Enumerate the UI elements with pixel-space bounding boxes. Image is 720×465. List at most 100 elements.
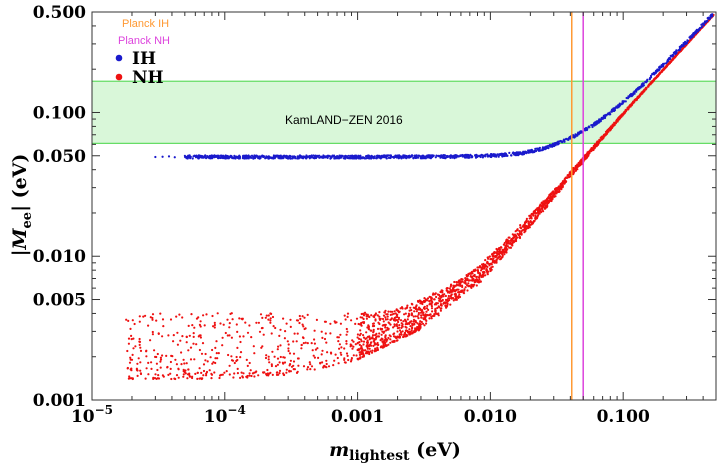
nh-point xyxy=(274,326,277,330)
nh-point xyxy=(452,299,455,302)
ih-point xyxy=(234,156,237,159)
ih-point xyxy=(298,155,301,158)
ih-point xyxy=(252,157,255,160)
ih-point xyxy=(649,74,653,77)
nh-point xyxy=(362,334,365,337)
nh-point xyxy=(496,257,499,260)
nh-point xyxy=(430,307,434,310)
nh-point xyxy=(350,319,353,322)
nh-point xyxy=(559,183,562,186)
ih-point xyxy=(274,155,277,158)
nh-point xyxy=(199,320,202,323)
nh-point xyxy=(125,318,128,321)
nh-point xyxy=(223,371,226,374)
nh-point xyxy=(214,346,217,349)
nh-point xyxy=(302,336,305,340)
nh-point xyxy=(525,221,528,224)
nh-point xyxy=(468,284,471,288)
nh-point xyxy=(386,313,389,316)
nh-point xyxy=(187,324,190,327)
nh-point xyxy=(195,317,199,320)
nh-point xyxy=(176,343,179,346)
ih-point xyxy=(593,122,596,125)
ih-point xyxy=(261,154,264,157)
ih-point xyxy=(479,155,482,159)
ih-point xyxy=(222,154,225,157)
ih-point xyxy=(609,113,612,116)
nh-point xyxy=(386,318,389,321)
nh-point xyxy=(396,325,399,328)
nh-point xyxy=(415,304,418,307)
nh-point xyxy=(359,338,362,341)
nh-point xyxy=(400,326,403,329)
nh-point xyxy=(300,343,303,347)
nh-point xyxy=(644,86,648,90)
ih-point xyxy=(267,157,270,160)
ih-point xyxy=(689,36,692,39)
ih-point xyxy=(300,156,303,159)
nh-point xyxy=(397,320,400,324)
nh-point xyxy=(279,344,282,347)
nh-point xyxy=(360,346,363,349)
nh-point xyxy=(349,360,353,363)
nh-point xyxy=(419,308,422,311)
ih-point xyxy=(629,94,632,97)
nh-point xyxy=(384,309,387,312)
nh-point xyxy=(661,69,664,72)
nh-point xyxy=(393,310,396,313)
nh-point xyxy=(483,267,486,270)
nh-point xyxy=(424,313,427,316)
nh-point xyxy=(430,300,433,303)
nh-point xyxy=(279,355,282,359)
nh-point xyxy=(532,220,536,223)
ih-point xyxy=(607,113,610,116)
nh-point xyxy=(554,195,557,198)
nh-point xyxy=(464,286,467,289)
ih-point xyxy=(203,155,206,158)
nh-point xyxy=(205,313,208,316)
ih-point xyxy=(474,156,478,159)
nh-point xyxy=(137,357,140,360)
ih-point xyxy=(593,124,596,127)
nh-point xyxy=(362,343,365,346)
ih-point xyxy=(461,155,464,158)
ih-point xyxy=(226,157,229,160)
nh-point xyxy=(298,321,301,325)
nh-point xyxy=(156,377,159,380)
nh-point xyxy=(139,369,142,372)
ih-point xyxy=(624,100,627,103)
ih-point xyxy=(597,121,600,124)
nh-point xyxy=(491,261,494,264)
nh-point xyxy=(635,99,638,102)
nh-point xyxy=(361,355,364,358)
nh-point xyxy=(303,327,306,331)
ih-point xyxy=(523,152,526,155)
nh-point xyxy=(403,318,407,321)
nh-point xyxy=(133,322,136,326)
ih-point xyxy=(531,151,534,154)
nh-point xyxy=(173,377,176,380)
nh-point xyxy=(538,208,541,211)
nh-point xyxy=(396,330,399,333)
nh-point xyxy=(179,339,182,342)
ih-point xyxy=(636,88,640,91)
ih-point xyxy=(547,144,550,147)
ih-point xyxy=(706,19,709,23)
nh-point xyxy=(414,327,417,330)
nh-point xyxy=(477,276,481,279)
nh-point xyxy=(366,339,369,342)
ih-point xyxy=(642,82,645,85)
nh-point xyxy=(501,254,504,257)
nh-point xyxy=(269,312,272,315)
ih-point xyxy=(282,154,285,157)
nh-point xyxy=(506,245,509,248)
ih-point xyxy=(385,157,388,160)
nh-point xyxy=(448,287,451,290)
nh-point xyxy=(189,346,193,349)
nh-point xyxy=(351,339,354,342)
nh-point xyxy=(150,361,153,364)
nh-point xyxy=(370,351,374,354)
nh-point xyxy=(413,322,416,325)
nh-point xyxy=(519,224,522,227)
nh-point xyxy=(426,297,430,300)
